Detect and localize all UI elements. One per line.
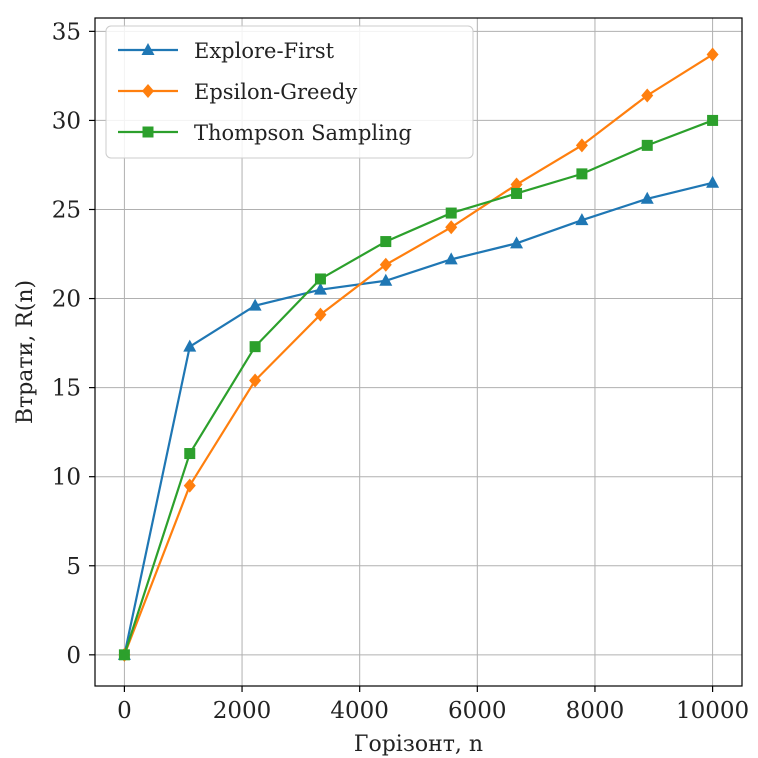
data-point-explore-first <box>183 339 197 352</box>
series-line-explore-first <box>123 181 713 656</box>
y-tick-label: 35 <box>52 19 81 45</box>
data-point-thompson-sampling <box>576 168 588 180</box>
legend-marker-thompson-sampling <box>142 126 154 138</box>
data-point-epsilon-greedy <box>249 373 262 388</box>
data-point-explore-first <box>706 175 720 188</box>
data-point-thompson-sampling <box>118 649 130 661</box>
y-tick-label: 25 <box>52 197 81 223</box>
x-tick-label: 10000 <box>676 698 749 724</box>
x-axis-label: Горізонт, n <box>354 732 483 757</box>
data-point-epsilon-greedy <box>379 257 392 272</box>
data-point-thompson-sampling <box>314 273 326 285</box>
data-point-epsilon-greedy <box>641 88 654 103</box>
series-epsilon-greedy <box>118 47 719 662</box>
legend-label-thompson-sampling: Thompson Sampling <box>194 121 412 145</box>
legend: Explore-First Epsilon-Greedy Thompson Samp… <box>105 25 474 159</box>
x-tick-label: 4000 <box>330 698 389 724</box>
series-line-epsilon-greedy <box>123 53 714 656</box>
series-layer <box>117 47 720 662</box>
plot-frame <box>94 17 743 687</box>
y-tick-label: 10 <box>52 465 81 491</box>
legend-item-epsilon-greedy: Epsilon-Greedy <box>118 80 357 104</box>
x-tick-label: 6000 <box>448 698 507 724</box>
data-point-explore-first <box>248 298 262 311</box>
legend-label-explore-first: Explore-First <box>194 39 335 63</box>
data-point-explore-first <box>444 252 458 265</box>
data-point-epsilon-greedy <box>314 307 327 322</box>
y-tick-label: 5 <box>66 554 81 580</box>
data-point-thompson-sampling <box>511 187 523 199</box>
legend-item-thompson-sampling: Thompson Sampling <box>118 121 412 145</box>
axis-ticks: 0 2000 4000 6000 8000 10000 0 5 10 15 20 25 30 35 <box>52 19 749 724</box>
data-point-thompson-sampling <box>380 236 392 248</box>
data-point-thompson-sampling <box>445 207 457 219</box>
y-tick-label: 0 <box>66 643 81 669</box>
data-point-epsilon-greedy <box>706 47 719 62</box>
legend-marker-explore-first <box>141 43 155 55</box>
x-tick-label: 8000 <box>566 698 625 724</box>
series-explore-first <box>117 175 720 660</box>
data-point-epsilon-greedy <box>183 478 196 493</box>
x-tick-label: 0 <box>117 698 132 724</box>
data-point-explore-first <box>379 273 393 286</box>
y-axis-label: Втрати, R(n) <box>13 280 38 424</box>
y-tick-label: 30 <box>52 108 81 134</box>
x-tick-label: 2000 <box>213 698 272 724</box>
data-point-explore-first <box>510 236 524 249</box>
legend-label-epsilon-greedy: Epsilon-Greedy <box>194 80 357 104</box>
legend-item-explore-first: Explore-First <box>118 39 335 63</box>
legend-box <box>105 25 474 159</box>
data-point-thompson-sampling <box>249 341 261 353</box>
legend-marker-epsilon-greedy <box>142 84 154 98</box>
data-point-epsilon-greedy <box>575 138 588 153</box>
data-point-thompson-sampling <box>641 139 653 151</box>
data-point-explore-first <box>313 282 327 295</box>
data-point-explore-first <box>640 191 654 204</box>
data-point-thompson-sampling <box>184 448 196 460</box>
y-tick-label: 15 <box>52 376 81 402</box>
series-line-thompson-sampling <box>123 119 713 656</box>
y-tick-label: 20 <box>52 287 81 313</box>
series-thompson-sampling <box>118 114 719 661</box>
data-point-explore-first <box>575 213 589 226</box>
data-point-thompson-sampling <box>707 114 719 126</box>
data-point-epsilon-greedy <box>445 220 458 235</box>
